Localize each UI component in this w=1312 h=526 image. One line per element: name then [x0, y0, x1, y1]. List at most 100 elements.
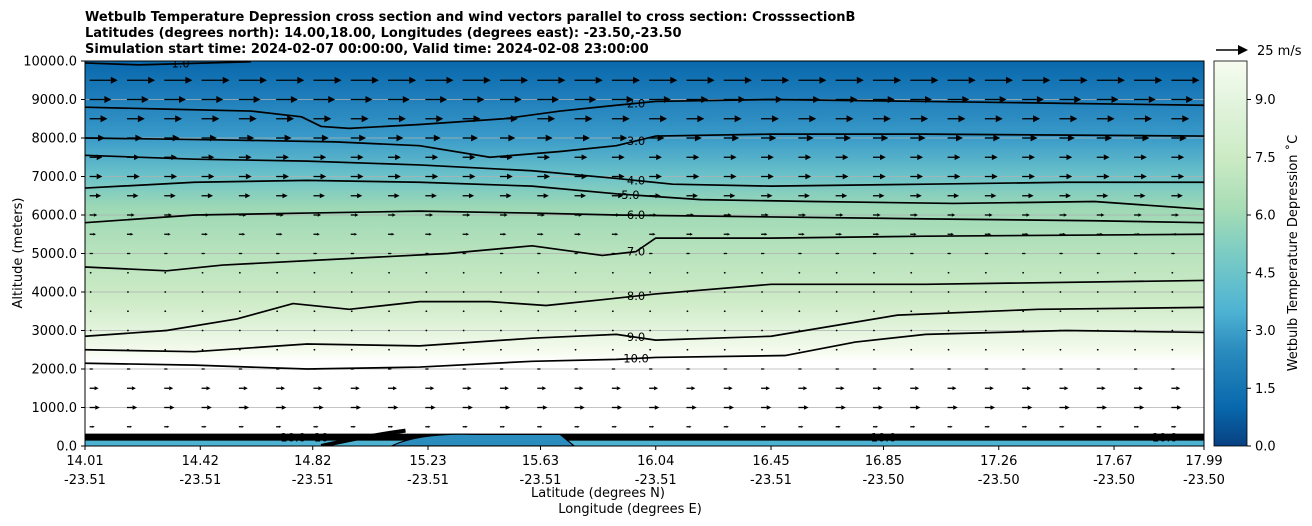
wind-vector-head	[1103, 154, 1110, 161]
wind-vector-head	[390, 252, 392, 255]
wind-vector-head	[317, 213, 322, 217]
wind-vector-head	[170, 193, 176, 199]
wind-vector-head	[506, 154, 513, 161]
wind-vector	[761, 329, 763, 332]
wind-vector	[1022, 348, 1025, 351]
wind-vector-head	[469, 173, 476, 180]
contour-line	[85, 329, 1204, 370]
wind-vector-head	[260, 76, 268, 84]
wind-vector	[835, 291, 838, 293]
wind-vector-head	[1063, 213, 1068, 217]
wind-vector	[388, 329, 390, 332]
wind-vector-head	[732, 134, 740, 142]
wind-vector	[313, 310, 316, 313]
wind-vector	[574, 329, 577, 332]
wind-vector	[984, 329, 987, 332]
wind-vector-head	[837, 368, 840, 370]
y-tick-label: 10000.0	[23, 55, 77, 70]
wind-vector	[873, 310, 875, 313]
wind-vector-head	[693, 173, 700, 180]
wind-vector-head	[398, 115, 406, 123]
wind-vector-head	[467, 386, 472, 391]
wind-vector-head	[278, 425, 282, 428]
wind-vector-head	[782, 76, 790, 84]
wind-vector-head	[663, 96, 671, 103]
wind-vector-head	[1100, 213, 1105, 217]
wind-vector-head	[917, 173, 924, 180]
wind-vector-head	[912, 252, 915, 255]
wind-vector-head	[771, 115, 779, 123]
wind-vector-head	[222, 76, 230, 84]
surface-contour-label: 10.0	[280, 430, 306, 444]
wind-vector-head	[1027, 405, 1033, 410]
wind-vector-head	[468, 193, 475, 199]
wind-vector-head	[613, 368, 616, 370]
wind-vector-head	[91, 252, 94, 255]
wind-vector-head	[850, 96, 858, 103]
wind-vector-head	[1148, 96, 1156, 103]
wind-vector-head	[502, 425, 506, 428]
wind-vector-head	[805, 173, 812, 180]
wind-vector	[500, 348, 502, 351]
wind-vector-head	[951, 232, 954, 236]
wind-vector-head	[877, 386, 882, 391]
x-tick-label-lon: -23.50	[1093, 473, 1135, 488]
wind-vector-head	[578, 232, 581, 236]
wind-vector	[1134, 310, 1136, 313]
wind-vector-head	[656, 173, 662, 180]
wind-vector-head	[912, 368, 915, 370]
wind-vector-head	[1099, 425, 1102, 428]
wind-vector	[835, 310, 838, 313]
wind-vector-head	[216, 96, 224, 103]
wind-vector	[1096, 291, 1099, 293]
wind-vector-head	[744, 76, 752, 84]
wind-vector-head	[394, 193, 400, 199]
wind-vector-head	[393, 405, 399, 410]
wind-vector	[89, 310, 92, 313]
colorbar-tick-label: 6.0	[1255, 209, 1276, 224]
colorbar-tick-label: 4.5	[1255, 266, 1276, 281]
wind-vector-head	[989, 213, 993, 217]
wind-vector-head	[320, 154, 327, 161]
wind-vector-head	[539, 368, 542, 370]
wind-vector-head	[618, 154, 625, 161]
wind-vector-head	[616, 386, 621, 391]
wind-vector-head	[801, 425, 804, 428]
wind-vector-head	[800, 252, 803, 255]
wind-vector-head	[1064, 386, 1069, 391]
contour-label: 8.0	[627, 289, 645, 303]
wind-vector-head	[1103, 173, 1110, 180]
wind-vector	[574, 310, 577, 313]
wind-vector-head	[243, 386, 248, 391]
wind-vector-head	[839, 232, 843, 236]
wind-vector	[164, 291, 167, 293]
wind-vector-head	[440, 96, 448, 103]
wind-vector-head	[278, 368, 280, 370]
contour-line	[85, 306, 1204, 353]
wind-vector-head	[958, 115, 966, 123]
wind-vector-head	[137, 115, 145, 123]
wind-vector	[388, 348, 390, 351]
wind-vector-head	[613, 252, 616, 255]
wind-vector	[201, 271, 204, 274]
wind-vector-head	[428, 232, 432, 236]
wind-vector-head	[657, 134, 665, 142]
wind-vector-head	[913, 425, 916, 428]
colorbar-ticks: 0.0 1.5 3.0 4.5 6.0 7.5 9.0	[1247, 93, 1276, 455]
wind-vector-head	[129, 252, 131, 255]
contour-lines: 1.02.03.04.05.06.07.08.09.010.0	[85, 61, 1204, 370]
wind-vector-head	[171, 173, 178, 180]
wind-vector	[1171, 329, 1174, 332]
wind-vector-head	[245, 154, 252, 161]
wind-vector-head	[1137, 232, 1141, 236]
wind-vector	[164, 271, 167, 274]
x-tick-label-lat: 15.23	[409, 454, 446, 469]
wind-vector-head	[205, 232, 208, 236]
wind-vector-head	[371, 76, 379, 84]
wind-vector-head	[359, 134, 367, 142]
wind-vector	[761, 348, 763, 351]
wind-vector-head	[726, 425, 729, 428]
wind-vector	[873, 348, 875, 351]
wind-vector	[201, 329, 204, 332]
wind-vector-head	[352, 368, 355, 370]
